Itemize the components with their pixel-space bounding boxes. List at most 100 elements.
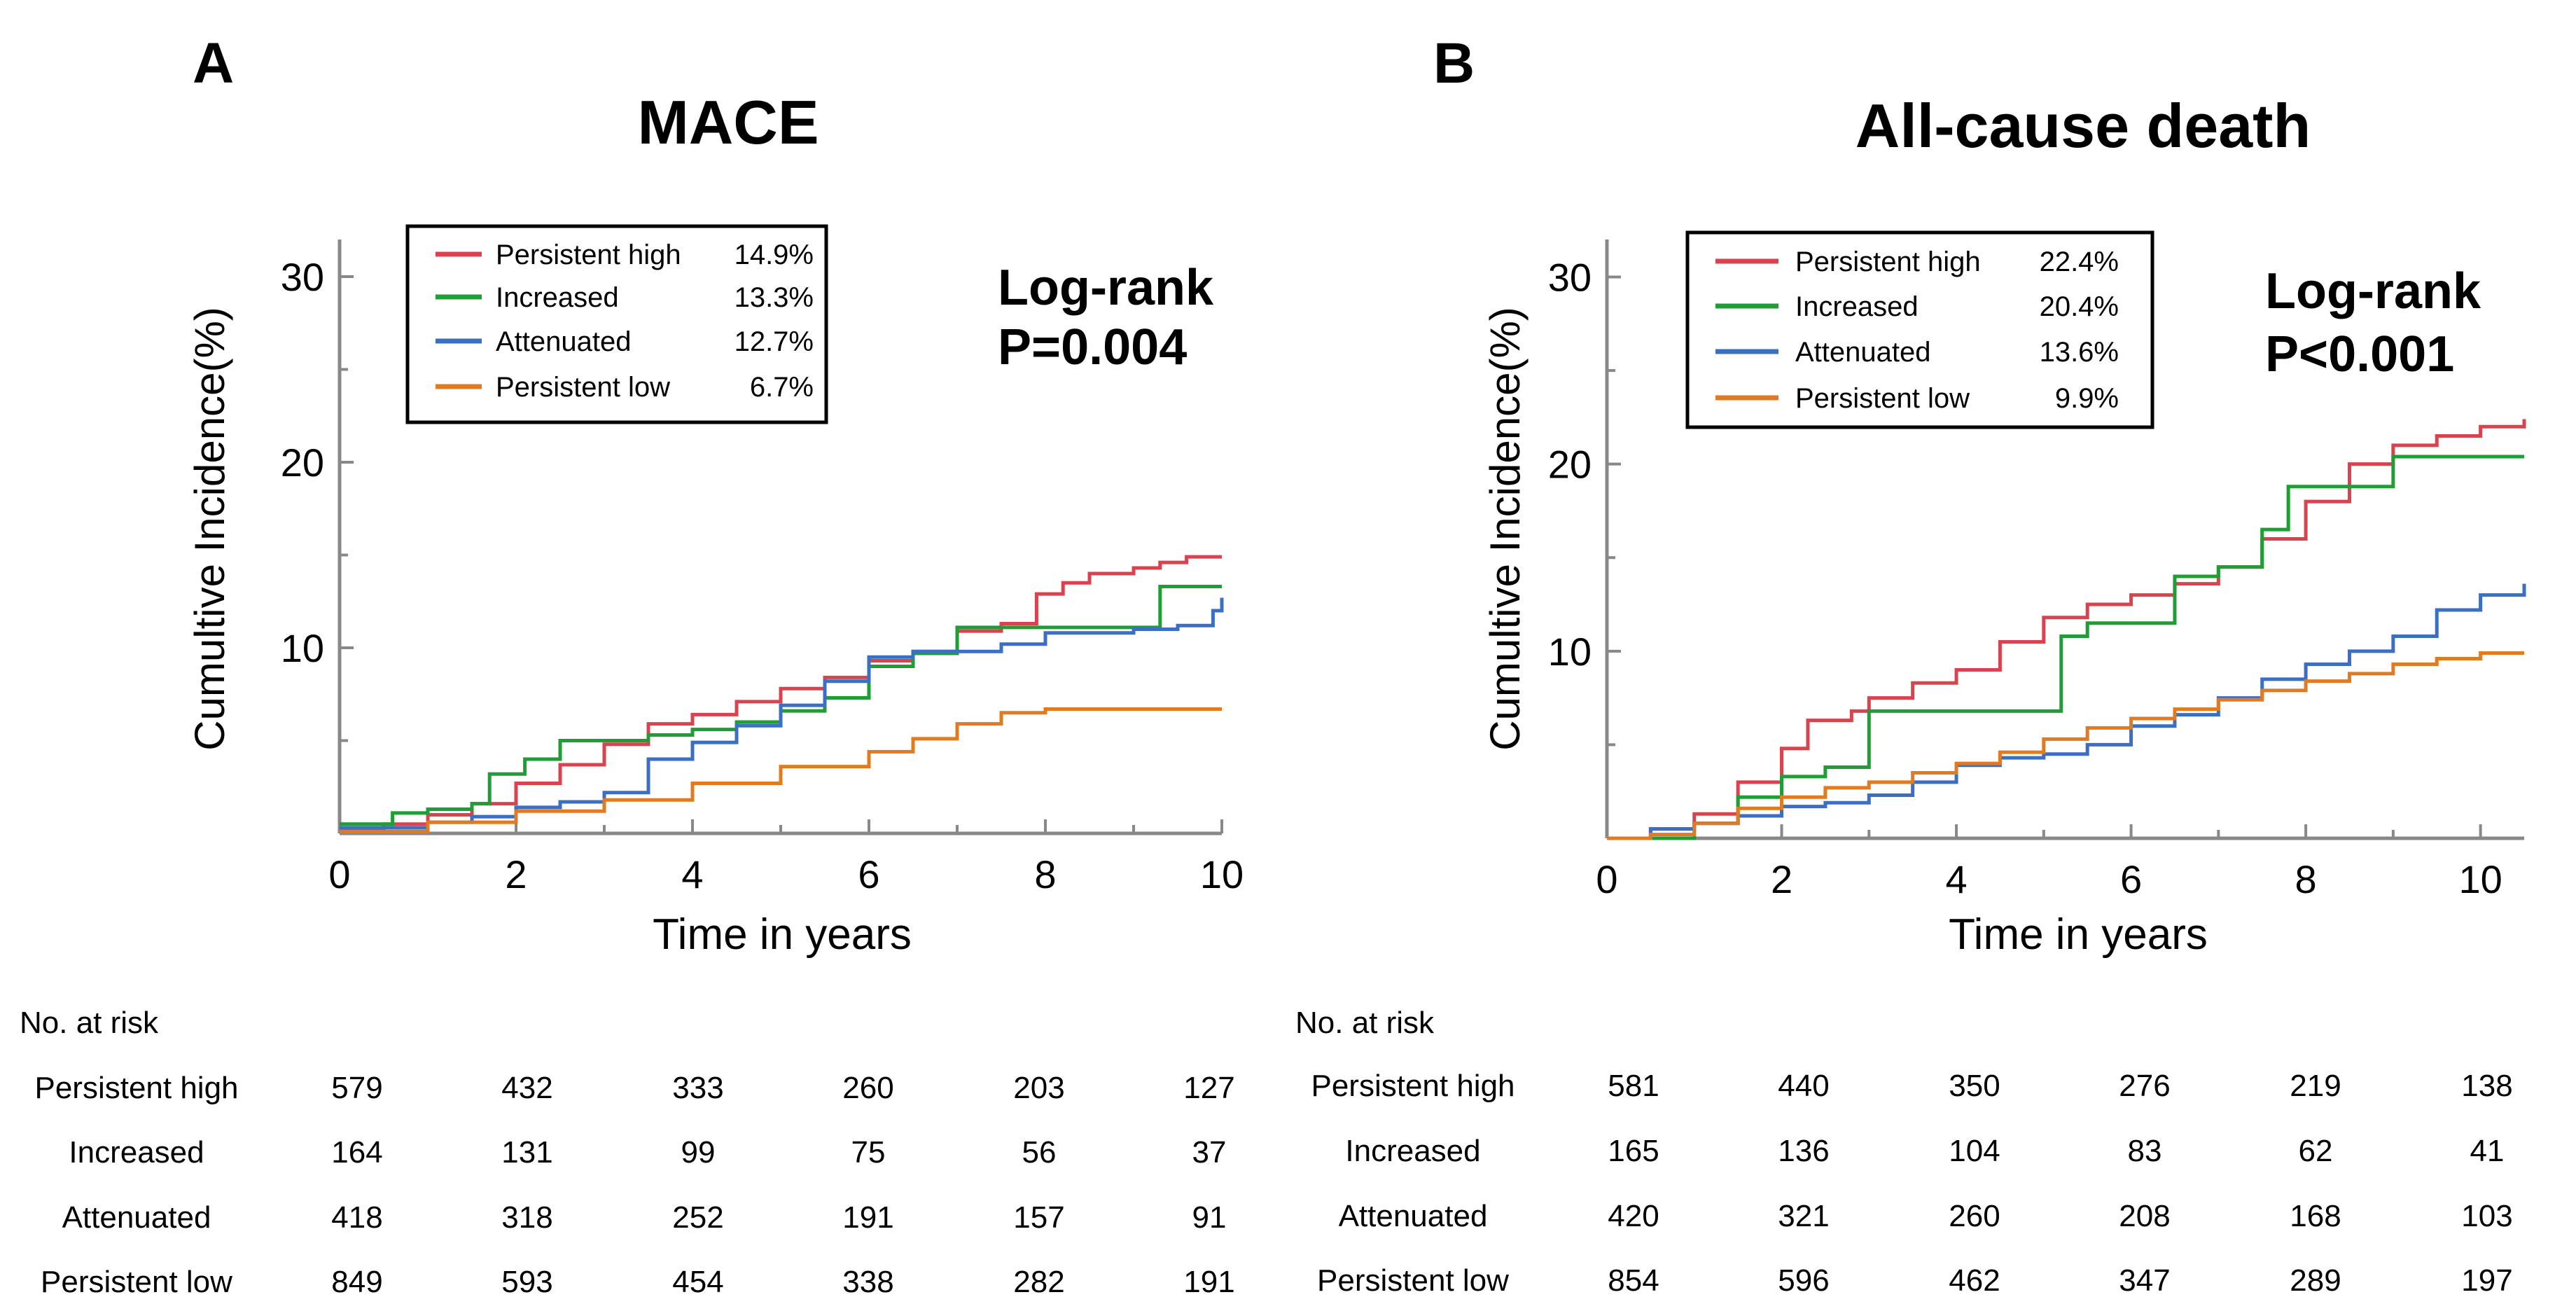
x-tick-label: 0 — [1596, 857, 1617, 901]
x-tick-label: 8 — [2295, 857, 2317, 901]
y-axis-label: Cumultive Incidence(%) — [186, 307, 233, 751]
x-tick-label: 10 — [2458, 857, 2502, 901]
risk-value: 581 — [1608, 1069, 1659, 1103]
legend-label: Attenuated — [496, 326, 632, 357]
series-line-attenuated — [1607, 583, 2526, 840]
risk-value: 104 — [1949, 1134, 2000, 1168]
series-line-persistent-high — [1607, 419, 2526, 840]
legend-box — [405, 224, 828, 424]
log-rank-p-value: P<0.001 — [2265, 326, 2454, 382]
risk-value: 440 — [1778, 1069, 1829, 1103]
panel-label: B — [1433, 32, 1475, 95]
series-line-persistent-low — [340, 707, 1222, 833]
risk-value: 333 — [672, 1071, 723, 1105]
y-tick-label: 10 — [281, 626, 324, 670]
risk-row-label: Persistent high — [1311, 1069, 1515, 1103]
chart-title: MACE — [637, 88, 819, 157]
risk-row-persistent-high: Persistent high 579 432 333 260 203 127 — [34, 1071, 1234, 1105]
x-tick-label: 4 — [1945, 857, 1967, 901]
risk-row-label: Attenuated — [62, 1200, 211, 1235]
legend-label: Attenuated — [1795, 337, 1931, 368]
risk-value: 418 — [331, 1200, 382, 1235]
x-tick-label: 0 — [328, 852, 350, 896]
risk-table-title: No. at risk — [20, 1006, 159, 1040]
risk-value: 321 — [1778, 1199, 1829, 1233]
risk-value: 164 — [331, 1135, 382, 1170]
risk-value: 136 — [1778, 1134, 1829, 1168]
risk-value: 168 — [2290, 1199, 2341, 1233]
legend-value: 13.3% — [734, 282, 814, 313]
legend-entry-attenuated: Attenuated 13.6% — [1715, 337, 2119, 368]
legend-entry-increased: Increased 13.3% — [436, 282, 814, 313]
x-tick-label: 2 — [505, 852, 527, 896]
legend-entry-persistent-low: Persistent low 9.9% — [1715, 383, 2119, 414]
panel-a-mace: A MACE Cumultive Incidence(%) Time in ye… — [0, 0, 1281, 1311]
risk-value: 596 — [1778, 1263, 1829, 1298]
risk-value: 138 — [2461, 1069, 2512, 1103]
legend-label: Persistent low — [1795, 383, 1970, 414]
x-tick-label: 10 — [1200, 852, 1244, 896]
risk-value: 260 — [1949, 1199, 2000, 1233]
axes: 0 2 4 6 8 10 10 20 30 — [281, 240, 1244, 896]
legend-label: Persistent low — [496, 372, 670, 403]
risk-value: 157 — [1013, 1200, 1064, 1235]
legend-value: 9.9% — [2055, 383, 2119, 414]
y-tick-label: 10 — [1548, 630, 1592, 674]
legend-value: 12.7% — [734, 326, 814, 357]
x-tick-label: 2 — [1771, 857, 1792, 901]
risk-value: 75 — [851, 1135, 886, 1170]
risk-value: 83 — [2128, 1134, 2162, 1168]
risk-row-label: Increased — [69, 1135, 204, 1170]
log-rank-annotation: Log-rank P=0.004 — [998, 260, 1214, 375]
legend-entry-persistent-low: Persistent low 6.7% — [436, 372, 814, 403]
risk-value: 41 — [2470, 1134, 2505, 1168]
legend-value: 22.4% — [2040, 247, 2119, 277]
risk-row-persistent-low: Persistent low 854 596 462 347 289 197 — [1317, 1263, 2513, 1298]
risk-value: 318 — [501, 1200, 552, 1235]
risk-value: 62 — [2299, 1134, 2333, 1168]
log-rank-p-value: P=0.004 — [998, 319, 1187, 375]
risk-value: 347 — [2119, 1263, 2170, 1298]
legend-label: Persistent high — [1795, 247, 1981, 277]
series-line-increased — [340, 585, 1222, 826]
mace-chart: A MACE Cumultive Incidence(%) Time in ye… — [20, 32, 1244, 1299]
risk-value: 276 — [2119, 1069, 2170, 1103]
risk-value: 454 — [672, 1265, 723, 1299]
series-line-persistent-high — [340, 555, 1222, 832]
series-line-persistent-low — [1607, 651, 2524, 840]
risk-value: 56 — [1022, 1135, 1057, 1170]
risk-value: 37 — [1192, 1135, 1227, 1170]
risk-value: 260 — [842, 1071, 893, 1105]
risk-value: 593 — [501, 1265, 552, 1299]
log-rank-label: Log-rank — [998, 260, 1214, 316]
log-rank-label: Log-rank — [2265, 263, 2481, 319]
risk-value: 99 — [681, 1135, 716, 1170]
risk-value: 282 — [1013, 1265, 1064, 1299]
risk-row-label: Persistent low — [41, 1265, 232, 1299]
legend-entry-persistent-high: Persistent high 22.4% — [1715, 247, 2119, 277]
y-tick-label: 30 — [281, 255, 324, 299]
x-tick-label: 8 — [1034, 852, 1056, 896]
risk-row-increased: Increased 164 131 99 75 56 37 — [69, 1135, 1226, 1170]
legend-value: 14.9% — [734, 240, 814, 270]
risk-value: 203 — [1013, 1071, 1064, 1105]
risk-value: 338 — [842, 1265, 893, 1299]
legend-label: Increased — [1795, 291, 1919, 322]
legend-value: 20.4% — [2040, 291, 2119, 322]
all-cause-death-chart: B All-cause death Cumultive Incidence(%)… — [1295, 32, 2526, 1298]
y-axis-label: Cumultive Incidence(%) — [1482, 307, 1529, 751]
risk-value: 420 — [1608, 1199, 1659, 1233]
risk-row-increased: Increased 165 136 104 83 62 41 — [1345, 1134, 2504, 1168]
risk-value: 191 — [842, 1200, 893, 1235]
y-tick-label: 20 — [281, 441, 324, 485]
risk-value: 127 — [1183, 1071, 1234, 1105]
risk-row-persistent-low: Persistent low 849 593 454 338 282 191 — [41, 1265, 1235, 1299]
risk-table: No. at risk Persistent high 579 432 333 … — [20, 1006, 1235, 1299]
risk-row-label: Persistent high — [34, 1071, 238, 1105]
risk-value: 91 — [1192, 1200, 1227, 1235]
risk-table-title: No. at risk — [1295, 1006, 1435, 1040]
legend-label: Persistent high — [496, 240, 681, 270]
risk-value: 462 — [1949, 1263, 2000, 1298]
x-tick-label: 4 — [681, 852, 703, 896]
risk-row-persistent-high: Persistent high 581 440 350 276 219 138 — [1311, 1069, 2512, 1103]
